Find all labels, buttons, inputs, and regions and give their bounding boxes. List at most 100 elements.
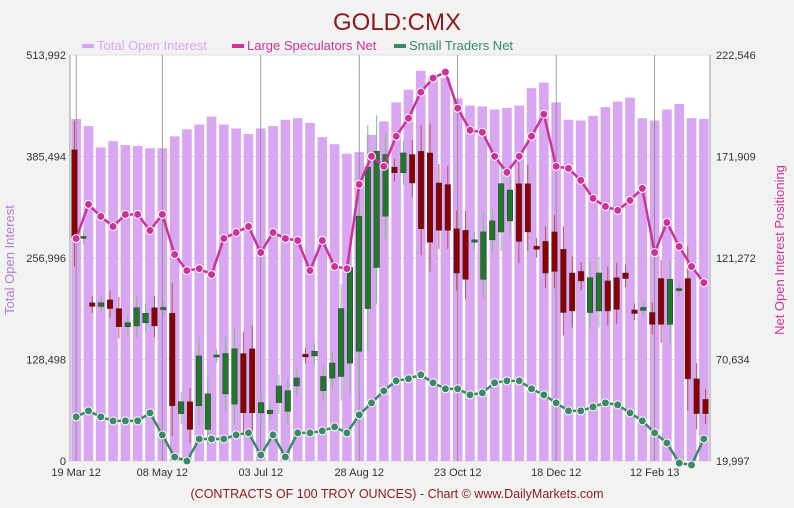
small-traders-point	[490, 378, 500, 388]
candle-down	[89, 302, 96, 307]
plot-area	[69, 54, 711, 470]
chart-footer: (CONTRACTS OF 100 TROY OUNCES) - Chart ©…	[191, 487, 604, 501]
candle-down	[391, 166, 398, 173]
candle-up	[266, 409, 274, 415]
small-traders-point	[293, 428, 303, 438]
candle-up	[498, 183, 505, 233]
x-tick-label: 23 Oct 12	[434, 467, 482, 479]
open-interest-bar	[686, 118, 697, 461]
large-speculators-point	[416, 87, 426, 97]
candle-up	[124, 322, 131, 327]
small-traders-point	[207, 434, 217, 444]
large-speculators-point	[613, 205, 623, 215]
candle-down	[302, 353, 309, 358]
large-speculators-point	[305, 266, 315, 276]
large-speculators-point	[687, 262, 697, 272]
small-traders-point	[83, 406, 93, 416]
open-interest-bar	[699, 118, 709, 461]
open-interest-bar	[182, 129, 192, 461]
large-speculators-point	[280, 233, 290, 243]
large-speculators-point	[145, 225, 155, 235]
small-traders-point	[342, 428, 352, 438]
candle-down	[613, 277, 620, 310]
large-speculators-point	[600, 201, 610, 211]
small-traders-point	[330, 422, 340, 432]
open-interest-bar	[329, 144, 340, 461]
open-interest-bar	[120, 145, 131, 461]
large-speculators-point	[588, 193, 598, 203]
small-traders-point	[502, 376, 512, 386]
candle-down	[426, 152, 434, 243]
candle-down	[693, 378, 700, 414]
small-traders-point	[71, 412, 81, 422]
candle-down	[684, 278, 691, 380]
open-interest-bar	[477, 106, 488, 462]
x-tick-label: 12 Feb 13	[630, 467, 680, 479]
small-traders-point	[527, 384, 537, 394]
candle-up	[595, 272, 602, 312]
large-speculators-point	[182, 266, 192, 276]
right-tick-label: 171,909	[716, 152, 756, 164]
candle-up	[195, 355, 202, 406]
small-traders-point	[170, 452, 180, 462]
candle-up	[80, 236, 87, 239]
small-traders-point	[588, 402, 598, 412]
legend-label: Large Speculators Net	[247, 38, 377, 53]
large-speculators-point	[428, 73, 438, 83]
x-tick-label: 18 Dec 12	[531, 467, 581, 479]
candle-down	[578, 271, 585, 282]
small-traders-point	[514, 376, 524, 386]
candle-up	[178, 401, 185, 414]
left-tick-label: 256,996	[26, 253, 66, 265]
large-speculators-point	[576, 175, 586, 185]
large-speculators-point	[157, 209, 167, 219]
small-traders-point	[194, 434, 204, 444]
large-speculators-point	[403, 113, 413, 123]
large-speculators-point	[120, 209, 130, 219]
small-traders-point	[674, 458, 684, 468]
large-speculators-point	[563, 163, 573, 173]
left-tick-label: 0	[60, 456, 66, 468]
open-interest-bar	[206, 116, 217, 462]
large-speculators-point	[490, 151, 500, 161]
open-interest-bar	[391, 102, 401, 461]
small-traders-point	[662, 438, 672, 448]
candle-up	[586, 277, 594, 313]
left-axis-label: Total Open Interest	[2, 205, 17, 315]
small-traders-point	[243, 428, 253, 438]
large-speculators-point	[650, 248, 660, 258]
x-tick-label: 19 Mar 12	[51, 467, 101, 479]
large-speculators-point	[219, 233, 229, 243]
candle-up	[320, 376, 327, 391]
legend: Total Open Interest Large Speculators Net…	[82, 38, 513, 53]
large-speculators-point	[379, 161, 389, 171]
small-traders-point	[563, 406, 573, 416]
small-traders-point	[465, 390, 475, 400]
large-speculators-point	[674, 242, 684, 252]
large-speculators-point	[440, 67, 450, 77]
candle-up	[506, 189, 514, 222]
small-traders-point	[108, 416, 118, 426]
small-traders-point	[133, 416, 143, 426]
large-speculators-point	[354, 179, 364, 189]
open-interest-bar	[502, 107, 512, 461]
candle-down	[524, 183, 531, 233]
small-traders-point	[157, 430, 167, 440]
small-traders-point	[317, 426, 327, 436]
candle-up	[98, 302, 105, 307]
open-interest-bar	[145, 148, 155, 461]
x-tick-label: 03 Jul 12	[238, 467, 283, 479]
right-tick-label: 222,546	[716, 50, 756, 62]
open-interest-bar	[108, 141, 118, 462]
large-speculators-point	[231, 227, 241, 237]
open-interest-bar	[514, 105, 525, 461]
open-interest-bar	[662, 109, 672, 462]
large-speculators-point	[637, 183, 647, 193]
small-traders-point	[637, 416, 647, 426]
open-interest-bar	[292, 118, 303, 461]
small-traders-point	[428, 378, 438, 388]
candle-up	[258, 402, 265, 414]
open-interest-bar	[588, 115, 598, 461]
open-interest-bar	[379, 121, 389, 461]
open-interest-bar	[575, 120, 586, 461]
